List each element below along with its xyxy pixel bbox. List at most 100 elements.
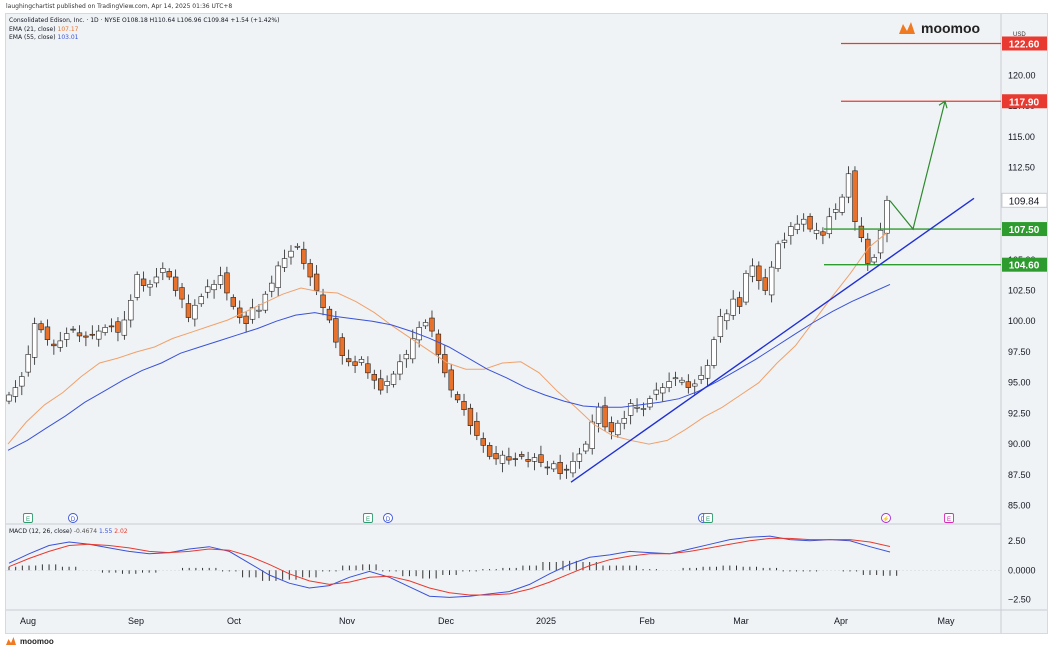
symbol-line: Consolidated Edison, Inc. · 1D · NYSE O1… (9, 17, 280, 24)
candle-body (865, 238, 871, 264)
candle-body (275, 265, 281, 288)
candle-body (281, 258, 288, 268)
candle-body (371, 374, 377, 381)
event-marker-earnings-upcoming[interactable] (944, 513, 954, 523)
support-level-label: 107.50 (1009, 225, 1040, 236)
candle-body (525, 459, 531, 462)
y-tick-label: 87.50 (1008, 470, 1031, 480)
candle-body (307, 263, 313, 278)
x-tick-label: May (937, 616, 955, 626)
candle-body (685, 381, 692, 388)
x-tick-label: Feb (639, 616, 655, 626)
candle-body (576, 453, 583, 462)
x-tick-label: Dec (438, 616, 455, 626)
price-chart[interactable]: 120.00117.50115.00112.50110.00107.50105.… (6, 14, 1047, 633)
candle-body (38, 323, 44, 331)
candle-body (820, 231, 826, 236)
x-tick-label: Nov (339, 616, 356, 626)
candle-body (826, 216, 833, 235)
event-marker-dividend[interactable] (68, 513, 78, 523)
candle-body (19, 376, 25, 387)
candle-body (243, 315, 249, 324)
event-marker-dividend[interactable] (383, 513, 393, 523)
support-level-tag (1002, 257, 1047, 272)
candle-body (313, 273, 320, 291)
x-tick-label: Apr (834, 616, 848, 626)
chart-frame: 120.00117.50115.00112.50110.00107.50105.… (5, 13, 1048, 634)
candle-body (365, 363, 371, 374)
candle-body (294, 245, 301, 248)
candle-body (31, 323, 38, 358)
macd-value: 1.55 (98, 528, 113, 535)
candle-body (621, 418, 627, 424)
candle-body (647, 398, 653, 408)
trendline (570, 197, 975, 483)
candle-body (486, 445, 493, 457)
candle-body (704, 365, 711, 379)
candle-body (692, 383, 698, 387)
candle-body (83, 335, 89, 338)
event-marker-earnings[interactable] (363, 513, 373, 523)
candle-body (730, 298, 736, 316)
ema55-legend: EMA (55, close) 103.01 (9, 34, 79, 41)
candle-body (108, 325, 115, 328)
candle-body (589, 421, 595, 449)
publisher-credit: laughingchartist published on TradingVie… (6, 3, 233, 10)
candle-body (813, 229, 820, 234)
event-marker-symbol: D (71, 517, 76, 523)
candle-body (717, 316, 724, 338)
event-marker-symbol: D (386, 517, 391, 523)
candle-body (378, 378, 384, 391)
candle-body (230, 297, 237, 307)
candle-body (653, 389, 659, 395)
candle-body (467, 407, 474, 426)
candle-body (249, 307, 256, 320)
candle-body (410, 338, 416, 360)
candle-body (788, 226, 794, 236)
candle-body (679, 379, 685, 383)
candle-body (698, 375, 704, 380)
event-marker-earnings[interactable] (23, 513, 33, 523)
candle-body (794, 223, 800, 230)
candle-body (160, 268, 166, 273)
candle-body (454, 394, 461, 401)
candle-body (384, 381, 390, 386)
candle-body (198, 296, 204, 305)
y-tick-label: 120.00 (1008, 70, 1036, 80)
candle-body (339, 337, 345, 356)
ema55-label: EMA (55, close) (9, 34, 56, 41)
candle-body (211, 284, 217, 291)
candle-body (480, 438, 486, 446)
candle-body (743, 273, 749, 303)
y-tick-label: 90.00 (1008, 439, 1031, 449)
candle-body (852, 170, 858, 222)
candle-body (333, 318, 339, 343)
candle-body (70, 328, 76, 331)
candle-body (845, 173, 852, 198)
candle-body (204, 286, 211, 293)
candle-body (608, 422, 615, 433)
ema21-value: 107.17 (57, 26, 79, 33)
candle-body (442, 354, 448, 374)
target-level-label: 122.60 (1009, 39, 1040, 50)
brand-footer-name: moomoo (20, 636, 54, 646)
candle-body (615, 422, 621, 436)
candle-body (57, 340, 63, 348)
ema21-legend: EMA (21, close) 107.17 (9, 26, 79, 33)
candle-body (345, 358, 352, 363)
x-tick-label: 2025 (536, 616, 556, 626)
candle-body (506, 456, 512, 461)
event-marker-earnings[interactable] (703, 513, 713, 523)
candle-body (121, 319, 128, 336)
candle-body (89, 333, 96, 336)
support-level-label: 104.60 (1009, 261, 1040, 272)
candle-body (128, 300, 134, 321)
candle-body (96, 330, 102, 340)
candle-body (172, 276, 179, 291)
candle-body (320, 294, 326, 309)
signal-value: 2.02 (114, 528, 128, 535)
event-marker-split[interactable] (881, 513, 891, 523)
projection-path (889, 101, 946, 231)
candle-body (563, 468, 570, 471)
candle-body (544, 466, 551, 469)
